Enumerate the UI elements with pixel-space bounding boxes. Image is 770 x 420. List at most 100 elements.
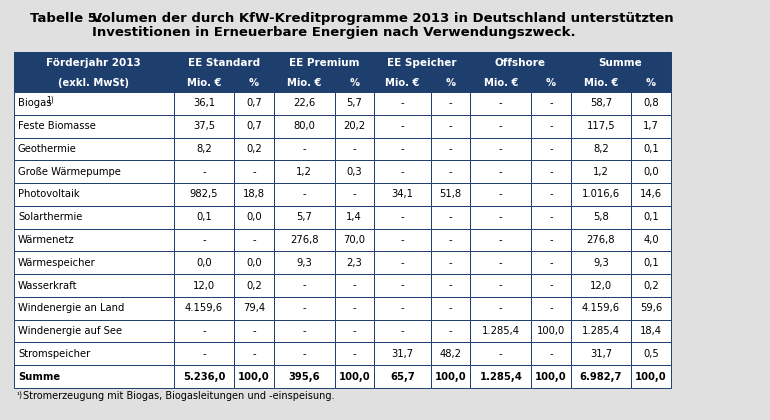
Bar bbox=[374, 342, 431, 365]
Text: 982,5: 982,5 bbox=[189, 189, 218, 200]
Bar bbox=[531, 74, 571, 92]
Text: 100,0: 100,0 bbox=[338, 372, 370, 382]
Bar bbox=[631, 137, 671, 160]
Bar bbox=[531, 297, 571, 320]
Bar bbox=[334, 252, 374, 274]
Bar bbox=[234, 137, 273, 160]
Text: EE Speicher: EE Speicher bbox=[387, 58, 457, 68]
Text: %: % bbox=[349, 78, 360, 88]
Bar bbox=[631, 228, 671, 252]
Bar bbox=[14, 52, 173, 74]
Text: 37,5: 37,5 bbox=[193, 121, 215, 131]
Text: %: % bbox=[249, 78, 259, 88]
Bar bbox=[631, 160, 671, 183]
Bar bbox=[470, 342, 531, 365]
Bar bbox=[631, 365, 671, 388]
Text: 6.982,7: 6.982,7 bbox=[580, 372, 622, 382]
Bar bbox=[431, 183, 470, 206]
Bar bbox=[14, 115, 173, 137]
Bar bbox=[470, 297, 531, 320]
Bar bbox=[470, 274, 531, 297]
Bar bbox=[234, 115, 273, 137]
Bar bbox=[531, 92, 571, 115]
Bar bbox=[273, 297, 334, 320]
Text: Wärmespeicher: Wärmespeicher bbox=[18, 258, 95, 268]
Bar bbox=[531, 206, 571, 228]
Bar bbox=[234, 74, 273, 92]
Bar bbox=[234, 297, 273, 320]
Text: 0,1: 0,1 bbox=[196, 212, 212, 222]
Bar bbox=[571, 365, 631, 388]
Bar bbox=[571, 206, 631, 228]
Text: -: - bbox=[353, 144, 356, 154]
Text: ¹): ¹) bbox=[16, 391, 22, 400]
Text: 100,0: 100,0 bbox=[635, 372, 667, 382]
Text: 20,2: 20,2 bbox=[343, 121, 365, 131]
Text: 0,1: 0,1 bbox=[643, 144, 659, 154]
Bar bbox=[571, 252, 631, 274]
Bar bbox=[14, 92, 173, 115]
Bar bbox=[631, 297, 671, 320]
Text: 0,7: 0,7 bbox=[246, 98, 262, 108]
Bar bbox=[571, 74, 631, 92]
Bar bbox=[431, 365, 470, 388]
Text: 100,0: 100,0 bbox=[238, 372, 270, 382]
Text: -: - bbox=[499, 167, 503, 177]
Bar bbox=[470, 52, 571, 74]
Bar bbox=[374, 297, 431, 320]
Text: Volumen der durch KfW-Kreditprogramme 2013 in Deutschland unterstützten: Volumen der durch KfW-Kreditprogramme 20… bbox=[92, 12, 674, 25]
Bar bbox=[234, 228, 273, 252]
Bar bbox=[470, 206, 531, 228]
Text: 18,4: 18,4 bbox=[640, 326, 662, 336]
Bar bbox=[571, 320, 631, 342]
Text: -: - bbox=[353, 189, 356, 200]
Text: -: - bbox=[400, 167, 404, 177]
Bar bbox=[173, 206, 234, 228]
Text: -: - bbox=[353, 349, 356, 359]
Text: %: % bbox=[646, 78, 656, 88]
Bar bbox=[173, 183, 234, 206]
Text: 12,0: 12,0 bbox=[590, 281, 612, 291]
Text: -: - bbox=[353, 303, 356, 313]
Text: -: - bbox=[353, 326, 356, 336]
Bar bbox=[173, 137, 234, 160]
Bar bbox=[571, 228, 631, 252]
Bar bbox=[334, 92, 374, 115]
Bar bbox=[374, 274, 431, 297]
Text: Mio. €: Mio. € bbox=[385, 78, 420, 88]
Bar bbox=[631, 206, 671, 228]
Text: 1,2: 1,2 bbox=[296, 167, 312, 177]
Text: Mio. €: Mio. € bbox=[584, 78, 618, 88]
Text: 9,3: 9,3 bbox=[593, 258, 609, 268]
Bar bbox=[431, 160, 470, 183]
Text: 65,7: 65,7 bbox=[390, 372, 415, 382]
Text: 48,2: 48,2 bbox=[440, 349, 462, 359]
Text: -: - bbox=[499, 258, 503, 268]
Bar bbox=[334, 320, 374, 342]
Bar bbox=[173, 74, 234, 92]
Bar bbox=[234, 342, 273, 365]
Text: -: - bbox=[549, 121, 553, 131]
Text: 5,8: 5,8 bbox=[593, 212, 609, 222]
Bar bbox=[273, 74, 334, 92]
Text: -: - bbox=[400, 121, 404, 131]
Bar bbox=[273, 274, 334, 297]
Bar bbox=[273, 92, 334, 115]
Bar bbox=[374, 115, 431, 137]
Bar bbox=[631, 92, 671, 115]
Text: Windenergie an Land: Windenergie an Land bbox=[18, 303, 125, 313]
Text: Große Wärmepumpe: Große Wärmepumpe bbox=[18, 167, 121, 177]
Bar bbox=[374, 228, 431, 252]
Bar bbox=[14, 365, 173, 388]
Text: Stromerzeugung mit Biogas, Biogasleitungen und -einspeisung.: Stromerzeugung mit Biogas, Biogasleitung… bbox=[23, 391, 334, 401]
Bar bbox=[431, 74, 470, 92]
Text: -: - bbox=[203, 349, 206, 359]
Text: 5,7: 5,7 bbox=[296, 212, 312, 222]
Text: -: - bbox=[303, 326, 306, 336]
Text: -: - bbox=[499, 281, 503, 291]
Bar bbox=[374, 160, 431, 183]
Text: 0,0: 0,0 bbox=[246, 212, 262, 222]
Bar bbox=[531, 274, 571, 297]
Text: Feste Biomasse: Feste Biomasse bbox=[18, 121, 96, 131]
Text: 1,4: 1,4 bbox=[346, 212, 362, 222]
